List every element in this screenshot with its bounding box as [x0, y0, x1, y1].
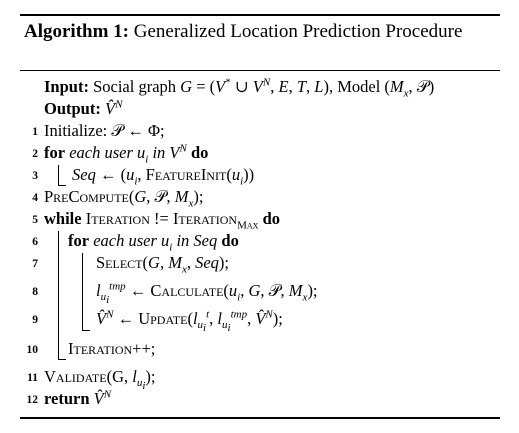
- line-number: 9: [32, 314, 38, 326]
- line-number: 6: [32, 236, 38, 248]
- line-number: 1: [32, 126, 38, 138]
- algo-line-4: 4 PreCompute(G, 𝒫, Mx);: [20, 186, 500, 209]
- line-number: 8: [32, 286, 38, 298]
- algorithm-name: Generalized Location Prediction Procedur…: [133, 21, 463, 42]
- output-line: Output: V̂N: [20, 98, 500, 120]
- input-line: Input: Social graph G = (V* ∪ VN, E, T, …: [20, 76, 500, 100]
- algorithm-label: Algorithm 1:: [24, 21, 130, 42]
- algo-line-9: 9 V̂N ← Update(luit, luitmp, V̂N);: [20, 308, 500, 334]
- for-block-bar: [58, 165, 59, 186]
- inner-for-foot: [82, 330, 90, 331]
- algo-line-6: 6 for each user ui in Seq do: [20, 230, 500, 253]
- top-rule: [20, 14, 500, 16]
- algo-line-7: 7 Select(G, Mx, Seq);: [20, 252, 500, 275]
- inner-for-bar: [82, 253, 83, 331]
- for-block-foot: [58, 185, 66, 186]
- output-text: Output: V̂N: [44, 98, 123, 118]
- algo-line-12: 12 return V̂N: [20, 388, 500, 410]
- algo-line-8: 8 luitmp ← Calculate(ui, G, 𝒫, Mx);: [20, 280, 500, 306]
- line-number: 10: [26, 344, 39, 356]
- algo-line-5: 5 while Iteration != IterationMax do: [20, 208, 500, 231]
- line-number: 3: [32, 170, 38, 182]
- algorithm-title: Algorithm 1: Generalized Location Predic…: [24, 20, 500, 44]
- algorithm-block: Algorithm 1: Generalized Location Predic…: [20, 14, 500, 419]
- line-number: 4: [32, 192, 38, 204]
- while-block-foot: [58, 359, 66, 360]
- line-number: 5: [32, 214, 38, 226]
- header-rule: [20, 70, 500, 71]
- input-text: Input: Social graph G = (V* ∪ VN, E, T, …: [44, 76, 435, 100]
- while-block-bar: [58, 231, 59, 360]
- algo-line-11: 11 Validate(G, lui);: [20, 366, 500, 392]
- line-number: 11: [27, 372, 38, 384]
- line-number: 12: [26, 394, 39, 406]
- algo-line-1: 1 Initialize: 𝒫 ← Φ;: [20, 120, 500, 142]
- bottom-rule: [20, 417, 500, 419]
- algo-line-3: 3 Seq ← (ui, FeatureInit(ui)): [20, 164, 500, 187]
- line-number: 7: [32, 258, 38, 270]
- line-number: 2: [32, 148, 38, 160]
- algo-line-2: 2 for each user ui in VN do: [20, 142, 500, 165]
- algo-line-10: 10 Iteration++;: [20, 338, 500, 360]
